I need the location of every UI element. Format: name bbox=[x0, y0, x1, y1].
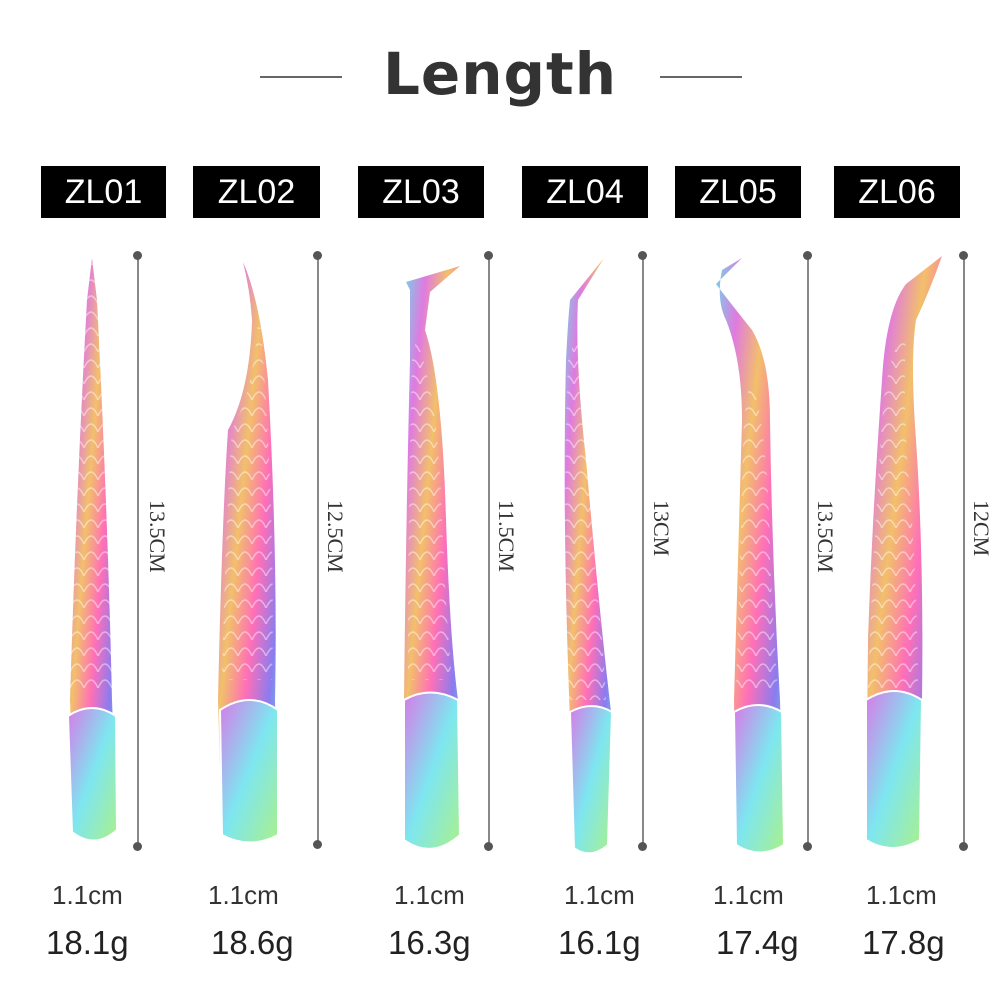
tweezer-zl03 bbox=[403, 266, 462, 850]
length-value-1: 13.5CM bbox=[145, 500, 170, 573]
length-dot-bottom-3 bbox=[484, 842, 493, 851]
title-line-left bbox=[260, 76, 342, 78]
length-dot-top-6 bbox=[959, 251, 968, 260]
weight-value-6: 17.8g bbox=[862, 924, 945, 961]
length-dot-top-3 bbox=[484, 251, 493, 260]
length-value-5: 13.5CM bbox=[813, 500, 838, 573]
tweezer-zl01 bbox=[66, 258, 119, 842]
width-value-2: 1.1cm bbox=[208, 880, 279, 910]
weight-value-3: 16.3g bbox=[388, 924, 471, 961]
model-label-2: ZL02 bbox=[193, 166, 320, 218]
model-label-6: ZL06 bbox=[834, 166, 960, 218]
length-dot-top-5 bbox=[803, 251, 812, 260]
tweezer-zl04 bbox=[564, 258, 614, 855]
width-value-6: 1.1cm bbox=[866, 880, 937, 910]
model-label-5: ZL05 bbox=[675, 166, 801, 218]
length-value-4: 13CM bbox=[649, 500, 674, 557]
length-line-2 bbox=[317, 256, 319, 844]
weight-value-4: 16.1g bbox=[558, 924, 641, 961]
length-dot-bottom-4 bbox=[638, 842, 647, 851]
length-value-3: 11.5CM bbox=[494, 500, 519, 572]
length-dot-top-1 bbox=[133, 251, 142, 260]
model-label-3: ZL03 bbox=[358, 166, 484, 218]
length-dot-top-2 bbox=[313, 251, 322, 260]
model-label-1: ZL01 bbox=[41, 166, 166, 218]
width-value-4: 1.1cm bbox=[564, 880, 635, 910]
length-line-5 bbox=[807, 256, 809, 846]
length-dot-bottom-6 bbox=[959, 842, 968, 851]
page-title: Length bbox=[382, 40, 618, 108]
length-line-3 bbox=[488, 256, 490, 846]
width-value-3: 1.1cm bbox=[394, 880, 465, 910]
length-line-6 bbox=[963, 256, 965, 846]
length-line-1 bbox=[137, 256, 139, 846]
tweezer-zl06 bbox=[865, 256, 942, 849]
width-value-1: 1.1cm bbox=[52, 880, 123, 910]
length-dot-bottom-5 bbox=[803, 842, 812, 851]
tweezer-zl05 bbox=[716, 258, 786, 854]
length-value-6: 12CM bbox=[969, 500, 994, 557]
tweezer-zl02 bbox=[218, 262, 279, 844]
length-line-4 bbox=[642, 256, 644, 846]
width-value-5: 1.1cm bbox=[713, 880, 784, 910]
weight-value-5: 17.4g bbox=[716, 924, 799, 961]
weight-value-2: 18.6g bbox=[211, 924, 294, 961]
model-label-4: ZL04 bbox=[522, 166, 648, 218]
length-value-2: 12.5CM bbox=[323, 500, 348, 573]
weight-value-1: 18.1g bbox=[46, 924, 129, 961]
length-dot-bottom-2 bbox=[313, 840, 322, 849]
length-dot-top-4 bbox=[638, 251, 647, 260]
title-line-right bbox=[660, 76, 742, 78]
length-dot-bottom-1 bbox=[133, 842, 142, 851]
